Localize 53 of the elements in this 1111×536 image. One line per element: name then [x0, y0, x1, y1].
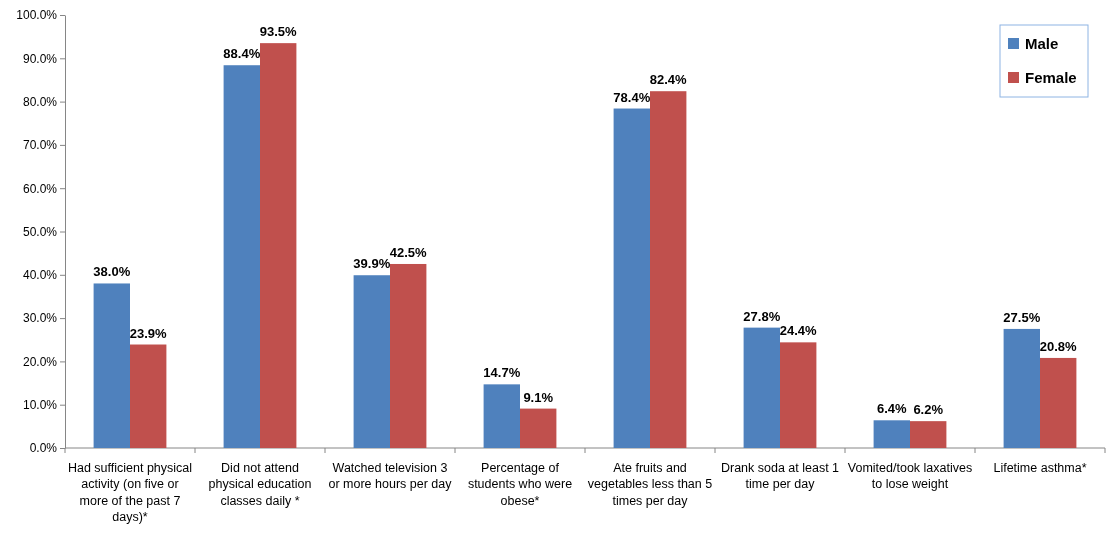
bar [260, 43, 297, 448]
y-tick-label: 100.0% [16, 8, 58, 23]
x-tick-label: Vomited/took laxatives to lose weight [847, 461, 973, 492]
bar [743, 327, 780, 448]
bar [353, 275, 390, 448]
bar [93, 283, 130, 448]
bar [130, 344, 167, 448]
bar [910, 421, 947, 448]
bar [483, 384, 520, 448]
data-label: 27.5% [1003, 309, 1041, 325]
y-tick-label: 60.0% [22, 181, 58, 196]
x-tick-label: Lifetime asthma* [993, 461, 1087, 475]
data-label: 9.1% [523, 389, 554, 405]
data-label: 82.4% [649, 72, 688, 88]
bar [520, 408, 557, 448]
y-tick-label: 10.0% [22, 398, 58, 413]
data-label: 39.9% [353, 256, 391, 272]
x-tick-label: Watched television 3 or more hours per day [328, 461, 453, 492]
x-tick-label: Percentage of students who were obese* [467, 461, 573, 508]
y-tick-label: 80.0% [22, 94, 58, 109]
data-label: 14.7% [483, 365, 521, 381]
data-label: 6.2% [913, 402, 944, 418]
data-label: 6.4% [876, 401, 908, 417]
y-tick-label: 30.0% [22, 311, 58, 326]
bar [390, 263, 427, 448]
bar [1003, 328, 1040, 448]
data-label: 42.5% [389, 244, 428, 260]
legend-label: Male [1025, 35, 1059, 52]
y-tick-label: 40.0% [22, 268, 58, 283]
bar [780, 342, 817, 448]
legend-label: Female [1025, 69, 1077, 86]
x-tick-label: Did not attend physical education classes daily * [208, 461, 312, 508]
x-tick-label: Had sufficient physical activity (on five or more of the past 7 days)* [67, 461, 193, 524]
bar [613, 108, 650, 448]
data-label: 38.0% [93, 264, 131, 280]
y-tick-label: 0.0% [29, 441, 58, 456]
data-label: 88.4% [223, 46, 261, 62]
x-tick-label: Drank soda at least 1 time per day [720, 461, 840, 492]
y-tick-label: 50.0% [22, 224, 58, 239]
data-label: 78.4% [613, 89, 651, 105]
y-tick-label: 90.0% [22, 51, 58, 66]
bar [650, 91, 687, 448]
bar [1040, 357, 1077, 448]
bar [873, 420, 910, 448]
data-label: 27.8% [743, 308, 781, 324]
data-label: 24.4% [779, 323, 818, 339]
y-tick-label: 70.0% [22, 138, 58, 153]
data-label: 93.5% [259, 24, 298, 40]
data-label: 20.8% [1039, 338, 1078, 354]
x-tick-label: Ate fruits and vegetables less than 5 times per day [587, 461, 713, 508]
y-tick-label: 20.0% [22, 354, 58, 369]
bar [223, 65, 260, 448]
data-label: 23.9% [129, 325, 168, 341]
